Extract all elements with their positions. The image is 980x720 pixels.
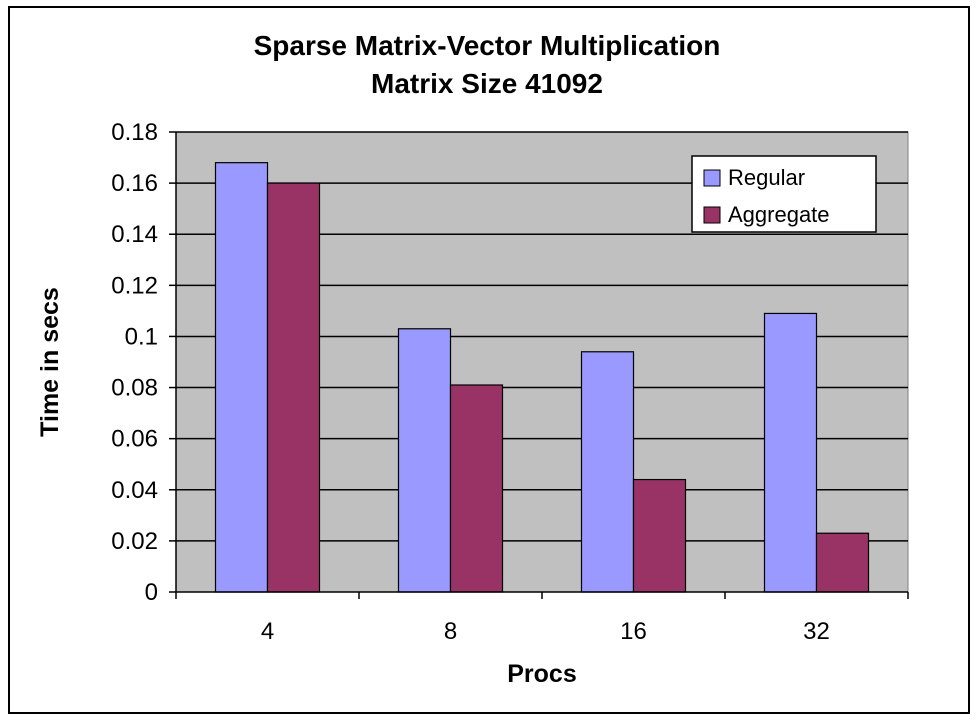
legend-label-aggregate: Aggregate (728, 202, 830, 227)
y-tick-label: 0.14 (111, 221, 158, 248)
y-tick-label: 0.06 (111, 426, 158, 453)
chart-title: Sparse Matrix-Vector Multiplication (254, 30, 721, 61)
bar-aggregate-16 (632, 478, 687, 593)
bars (214, 162, 870, 593)
y-tick-labels: 0 0.02 0.04 0.06 0.08 0.1 0.12 0.14 0.16 0.18 (111, 119, 158, 606)
x-axis-title: Procs (507, 660, 576, 688)
x-tick-label: 8 (444, 618, 457, 645)
bar-aggregate-4 (266, 182, 321, 593)
x-tick-labels: 4 8 16 32 (261, 618, 830, 645)
chart-subtitle: Matrix Size 41092 (371, 68, 603, 99)
x-tick-label: 16 (620, 618, 647, 645)
y-tick-label: 0.02 (111, 528, 158, 555)
legend-label-regular: Regular (728, 165, 805, 190)
bar-regular-32 (763, 312, 818, 593)
bar-regular-8 (397, 328, 452, 593)
y-tick-label: 0 (145, 579, 158, 606)
x-tick-label: 32 (803, 618, 830, 645)
bar-regular-16 (580, 351, 635, 593)
legend: Regular Aggregate (691, 155, 877, 233)
bar-regular-4 (214, 162, 269, 593)
y-axis-title: Time in secs (36, 287, 64, 437)
legend-box (691, 155, 877, 233)
bar-aggregate-8 (449, 384, 504, 593)
y-tick-label: 0.12 (111, 272, 158, 299)
legend-swatch-aggregate (703, 206, 721, 224)
axes (169, 131, 909, 599)
legend-swatch-regular (703, 169, 721, 187)
y-tick-label: 0.16 (111, 170, 158, 197)
x-tick-label: 4 (261, 618, 274, 645)
bar-aggregate-32 (815, 532, 870, 593)
y-tick-label: 0.08 (111, 375, 158, 402)
y-tick-label: 0.18 (111, 119, 158, 146)
y-tick-label: 0.1 (125, 323, 158, 350)
y-tick-label: 0.04 (111, 477, 158, 504)
